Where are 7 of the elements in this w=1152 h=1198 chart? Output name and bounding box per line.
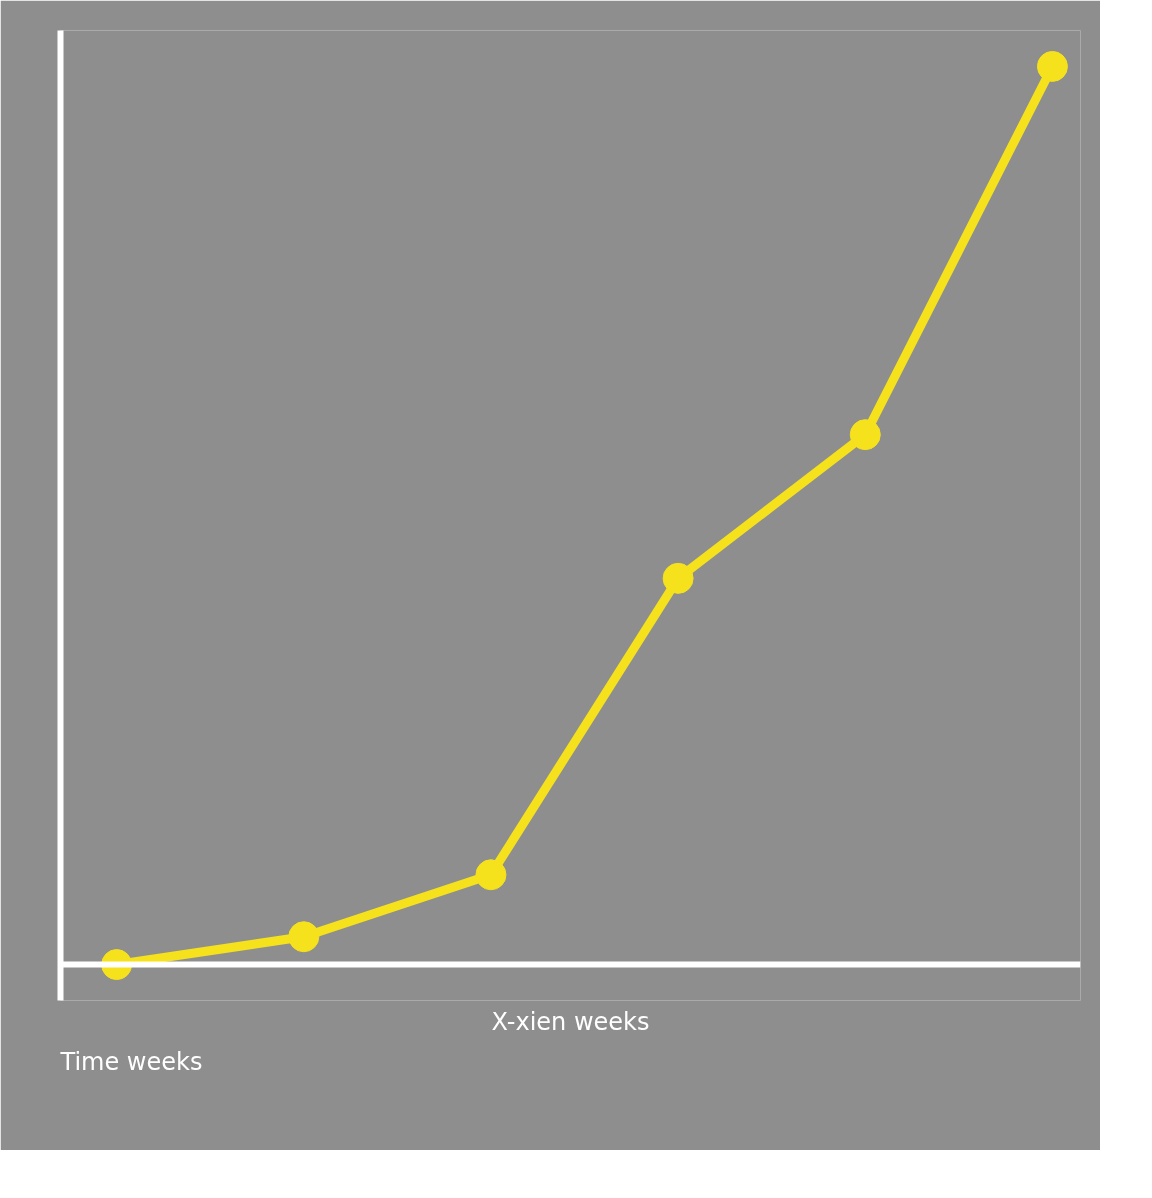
point — [288, 921, 320, 953]
point — [849, 419, 881, 451]
text: Time weeks — [59, 1047, 203, 1076]
x-axis-title: X-xien weeks — [491, 1007, 650, 1036]
point — [475, 859, 507, 891]
point — [662, 562, 694, 594]
point — [1036, 50, 1068, 82]
